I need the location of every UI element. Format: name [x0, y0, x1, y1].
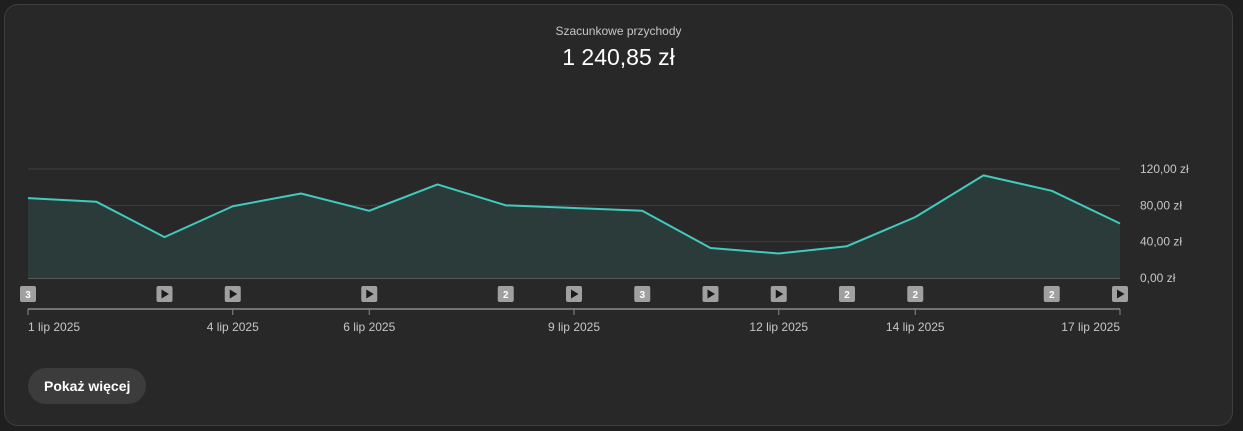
y-tick-label: 120,00 zł — [1140, 162, 1189, 176]
data-point — [709, 246, 713, 250]
x-tick-label: 4 lip 2025 — [207, 320, 259, 334]
data-point — [436, 182, 440, 186]
play-icon — [229, 289, 238, 299]
data-point — [163, 235, 167, 239]
video-count-marker[interactable]: 2 — [497, 286, 514, 302]
data-point — [94, 200, 98, 204]
video-count-marker[interactable]: 3 — [634, 286, 651, 302]
data-point — [982, 173, 986, 177]
x-tick-label: 14 lip 2025 — [886, 320, 945, 334]
data-point — [572, 206, 576, 210]
y-tick-label: 0,00 zł — [1140, 271, 1176, 285]
x-tick-label: 12 lip 2025 — [749, 320, 808, 334]
show-more-button[interactable]: Pokaż więcej — [28, 368, 147, 404]
play-icon — [571, 289, 579, 299]
data-point — [845, 244, 849, 248]
x-tick-label: 9 lip 2025 — [548, 320, 600, 334]
y-tick-label: 80,00 zł — [1140, 198, 1182, 212]
data-point — [299, 192, 303, 196]
data-point — [231, 204, 235, 208]
video-marker[interactable] — [702, 286, 719, 302]
play-icon — [707, 289, 715, 299]
revenue-chart: 0,00 zł 40,00 zł 80,00 zł 120,00 zł 3 2 3 2 2 2 1 … — [20, 162, 1189, 334]
data-point — [26, 196, 30, 200]
data-point — [504, 203, 508, 207]
data-point — [777, 251, 781, 255]
revenue-card: Szacunkowe przychody 1 240,85 zł 0,00 zł… — [4, 4, 1233, 426]
play-icon — [366, 289, 374, 299]
video-marker[interactable] — [566, 286, 582, 302]
video-count-marker[interactable]: 2 — [1043, 286, 1060, 302]
video-marker[interactable] — [361, 286, 378, 302]
x-tick-label: 1 lip 2025 — [28, 320, 80, 334]
video-count-marker[interactable]: 3 — [20, 286, 36, 302]
data-point — [913, 215, 917, 219]
data-point — [1118, 222, 1122, 226]
metric-value: 1 240,85 zł — [562, 44, 675, 70]
video-marker[interactable] — [1112, 286, 1128, 302]
video-count: 3 — [25, 290, 31, 301]
video-marker[interactable] — [156, 286, 173, 302]
play-icon — [1117, 289, 1125, 299]
revenue-area — [28, 175, 1120, 278]
x-tick-label: 6 lip 2025 — [343, 320, 395, 334]
play-icon — [775, 289, 784, 299]
video-count: 2 — [912, 290, 918, 301]
x-tick-label: 17 lip 2025 — [1061, 320, 1120, 334]
data-point — [1050, 189, 1054, 193]
data-point — [640, 209, 644, 213]
video-count-marker[interactable]: 2 — [839, 286, 855, 302]
video-count: 2 — [503, 290, 509, 301]
video-marker[interactable] — [224, 286, 241, 302]
metric-label: Szacunkowe przychody — [555, 24, 682, 38]
y-tick-label: 40,00 zł — [1140, 235, 1182, 249]
video-count: 2 — [844, 290, 850, 301]
revenue-line — [27, 174, 1121, 255]
video-count: 3 — [639, 290, 645, 301]
video-count-marker[interactable]: 2 — [907, 286, 924, 302]
video-marker[interactable] — [770, 286, 787, 302]
video-count: 2 — [1049, 290, 1055, 301]
data-point — [367, 209, 371, 213]
play-icon — [161, 289, 169, 299]
